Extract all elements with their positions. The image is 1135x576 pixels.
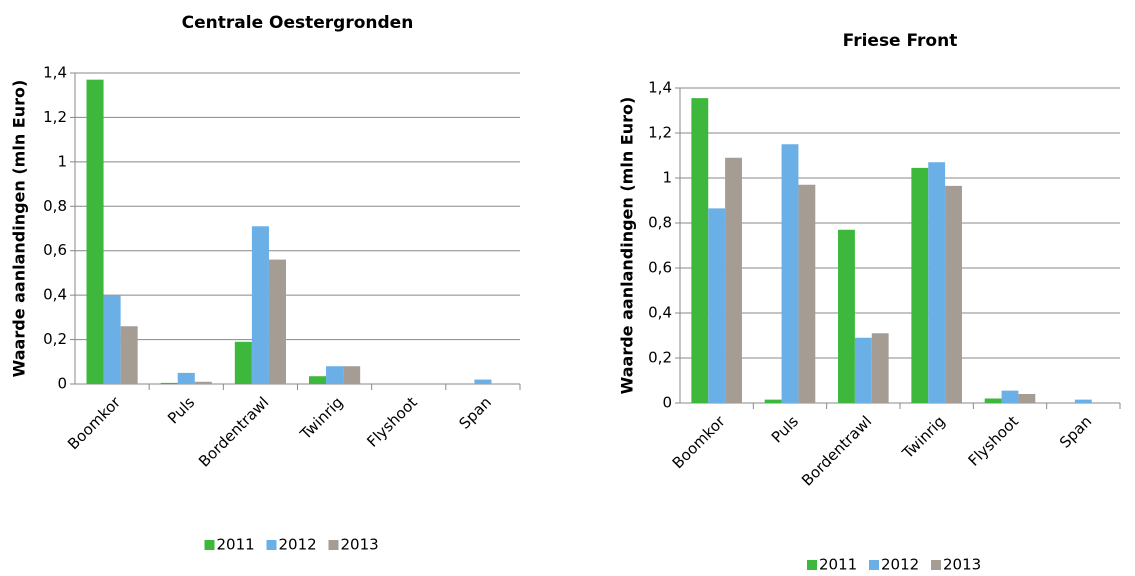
bar bbox=[691, 98, 709, 403]
bar bbox=[928, 162, 946, 403]
y-tick-label: 1,4 bbox=[648, 79, 672, 97]
bar bbox=[945, 185, 962, 403]
chart-title: Friese Front bbox=[843, 31, 958, 51]
legend-label: 2011 bbox=[217, 536, 255, 554]
y-tick-label: 1,4 bbox=[43, 64, 67, 82]
bar bbox=[1001, 390, 1019, 403]
y-tick-label: 0,6 bbox=[648, 259, 672, 277]
x-tick-label: Bordentrawl bbox=[798, 412, 875, 489]
x-tick-label: Span bbox=[1056, 412, 1095, 451]
legend-label: 2013 bbox=[943, 556, 981, 574]
x-tick-label: Boomkor bbox=[669, 412, 730, 473]
bar bbox=[177, 372, 195, 384]
bar bbox=[343, 366, 361, 384]
legend-swatch bbox=[204, 540, 215, 550]
legend-label: 2012 bbox=[881, 556, 919, 574]
bar bbox=[798, 184, 816, 403]
bar bbox=[160, 382, 178, 384]
y-tick-label: 0,2 bbox=[648, 349, 672, 367]
y-tick-label: 0 bbox=[57, 375, 67, 393]
bar bbox=[234, 341, 252, 384]
legend-label: 2012 bbox=[279, 536, 317, 554]
x-tick-label: Twinrig bbox=[296, 393, 347, 444]
bar bbox=[764, 399, 782, 403]
chart-title: Centrale Oestergronden bbox=[182, 13, 414, 33]
bar bbox=[984, 398, 1002, 403]
legend-swatch bbox=[869, 560, 879, 570]
bar bbox=[268, 259, 287, 384]
bar bbox=[781, 144, 799, 403]
bar bbox=[194, 381, 212, 384]
y-tick-label: 0,4 bbox=[43, 286, 67, 304]
bar bbox=[725, 157, 742, 403]
bar bbox=[838, 229, 855, 403]
x-tick-label: Flyshoot bbox=[363, 393, 421, 451]
x-tick-label: Twinrig bbox=[898, 412, 949, 463]
bar bbox=[708, 208, 726, 403]
bar bbox=[308, 376, 327, 384]
legend-label: 2011 bbox=[819, 556, 857, 574]
y-tick-label: 0,6 bbox=[43, 241, 67, 259]
x-tick-label: Boomkor bbox=[64, 393, 125, 454]
bar bbox=[326, 366, 344, 384]
bar bbox=[251, 226, 269, 384]
bar bbox=[86, 79, 104, 385]
y-tick-label: 0,4 bbox=[648, 304, 672, 322]
y-tick-label: 0,2 bbox=[43, 330, 67, 348]
bar bbox=[1074, 399, 1092, 403]
y-axis-label: Waarde aanlandingen (mln Euro) bbox=[10, 80, 29, 378]
bar bbox=[120, 326, 138, 384]
y-tick-label: 1 bbox=[57, 152, 67, 170]
legend-swatch bbox=[931, 560, 941, 570]
legend-label: 2013 bbox=[341, 536, 379, 554]
y-axis-label: Waarde aanlandingen (mln Euro) bbox=[618, 97, 637, 395]
y-tick-label: 0,8 bbox=[43, 197, 67, 215]
bar bbox=[1018, 394, 1036, 403]
y-tick-label: 0 bbox=[662, 394, 672, 412]
legend-swatch bbox=[328, 540, 339, 550]
x-tick-label: Bordentrawl bbox=[195, 393, 272, 470]
bar bbox=[103, 295, 121, 384]
x-tick-label: Puls bbox=[164, 393, 198, 427]
legend-swatch bbox=[266, 540, 277, 550]
y-tick-label: 0,8 bbox=[648, 214, 672, 232]
x-tick-label: Puls bbox=[768, 412, 802, 446]
x-tick-label: Span bbox=[456, 393, 495, 432]
bar bbox=[911, 167, 929, 403]
bar bbox=[854, 337, 872, 403]
bar bbox=[474, 379, 492, 384]
y-tick-label: 1,2 bbox=[648, 124, 672, 142]
x-tick-label: Flyshoot bbox=[965, 412, 1023, 470]
y-tick-label: 1,2 bbox=[43, 108, 67, 126]
legend-swatch bbox=[807, 560, 817, 570]
bar bbox=[871, 333, 889, 403]
y-tick-label: 1 bbox=[662, 169, 672, 187]
